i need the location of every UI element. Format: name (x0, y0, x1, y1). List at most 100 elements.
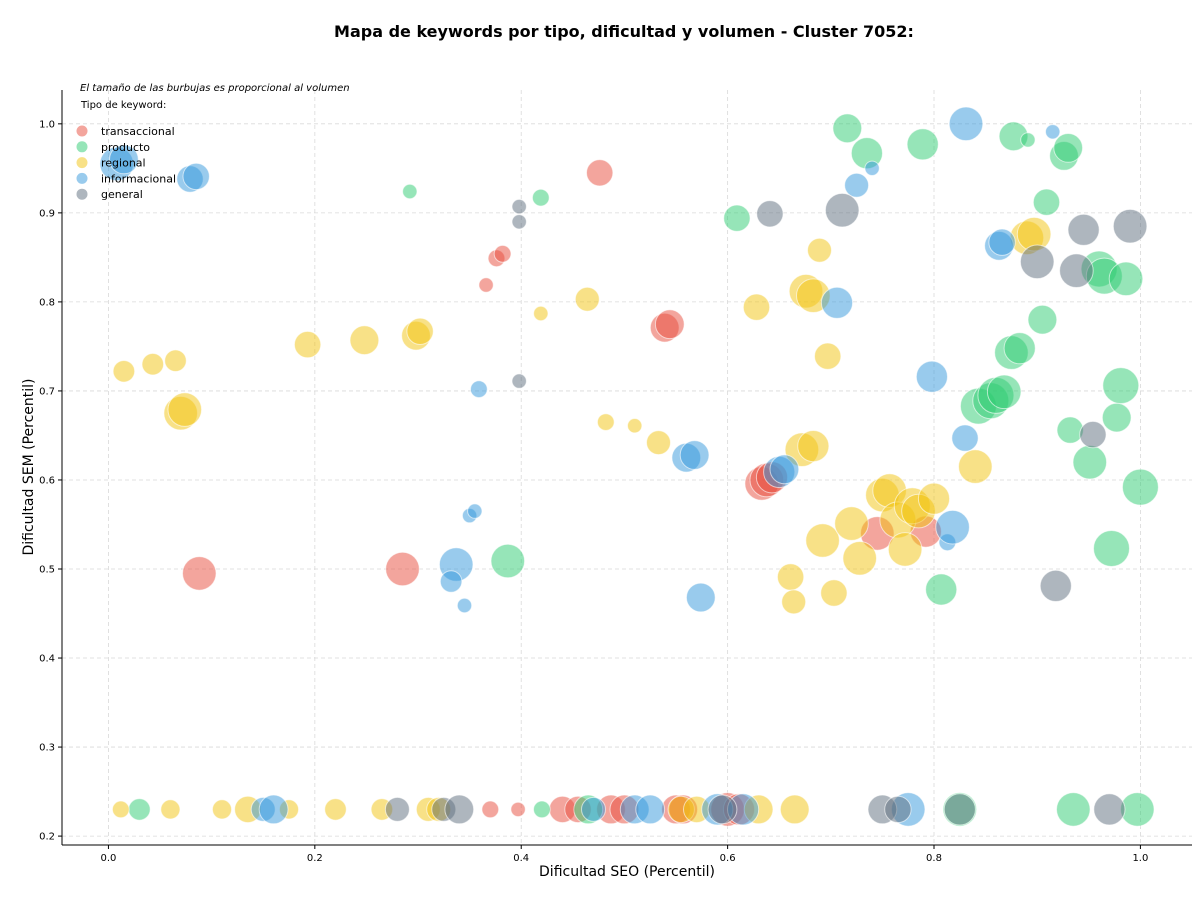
bubble-regional (293, 330, 322, 359)
bubble-informacional (935, 509, 970, 545)
bubble-general (1039, 569, 1072, 603)
bubble-regional (167, 392, 203, 427)
y-tick-label: 0.6 (39, 475, 55, 486)
legend-marker-transaccional (76, 125, 88, 137)
bubble-informacional (685, 582, 716, 613)
x-axis-label: Dificultad SEO (Percentil) (539, 864, 715, 880)
bubble-regional (646, 430, 671, 456)
bubble-regional (807, 237, 832, 263)
bubble-producto (1020, 132, 1036, 148)
bubble-regional (776, 563, 805, 591)
bubble-regional (596, 413, 615, 432)
bubble-regional (324, 798, 347, 821)
bubble-producto (1120, 792, 1155, 827)
legend-label-producto: producto (101, 141, 150, 154)
bubble-general (384, 796, 410, 822)
x-ticks: 0.0 0.2 0.4 0.6 0.8 1.0 (100, 845, 1148, 864)
bubble-regional (164, 349, 187, 373)
legend: transaccional producto regional informacion… (76, 125, 176, 201)
bubble-regional (958, 449, 993, 484)
bubble-producto (531, 188, 550, 207)
bubble-producto (128, 798, 151, 821)
bubble-general (943, 793, 976, 826)
y-ticks: 0.2 0.3 0.4 0.5 0.6 0.7 0.8 0.9 1.0 (39, 119, 62, 843)
bubble-general (1019, 244, 1055, 280)
bubble-general (884, 795, 912, 824)
bubble-transaccional (654, 309, 685, 340)
bubble-producto (1032, 188, 1061, 216)
bubble-transaccional (478, 277, 494, 293)
y-tick-label: 0.4 (39, 654, 55, 665)
bubble-regional (574, 286, 600, 312)
bubble-size-note: El tamaño de las burbujas es proporciona… (80, 83, 350, 94)
bubble-informacional (439, 570, 463, 593)
bubble-producto (986, 374, 1022, 410)
bubble-general (511, 373, 527, 389)
bubble-producto (1056, 416, 1084, 444)
x-tick-label: 0.0 (100, 853, 116, 864)
chart-title: Mapa de keywords por tipo, dificultad y … (334, 22, 914, 41)
bubble-producto (925, 573, 958, 606)
bubble-transaccional (182, 556, 217, 591)
legend-label-transaccional: transaccional (101, 125, 175, 138)
bubble-general (511, 198, 527, 215)
bubble-producto (1072, 444, 1108, 480)
bubble-informacional (1045, 124, 1061, 140)
bubble-regional (406, 317, 434, 345)
x-tick-label: 0.2 (307, 853, 323, 864)
bubble-regional (805, 523, 840, 558)
bubble-producto (1101, 402, 1132, 433)
bubble-informacional (915, 360, 949, 393)
bubble-informacional (456, 597, 473, 614)
bubble-producto (1121, 468, 1159, 506)
x-tick-label: 0.4 (513, 853, 529, 864)
bubble-regional (814, 342, 842, 370)
y-tick-label: 0.3 (39, 743, 55, 754)
y-tick-label: 0.5 (39, 564, 55, 575)
y-tick-label: 0.2 (39, 832, 55, 843)
bubble-regional (834, 506, 869, 541)
y-tick-label: 0.7 (39, 386, 55, 397)
legend-label-general: general (101, 188, 143, 201)
legend-marker-regional (76, 157, 88, 169)
bubble-transaccional (586, 159, 614, 187)
bubble-producto (1093, 530, 1130, 567)
bubble-informacional (258, 794, 289, 825)
legend-marker-general (76, 188, 88, 200)
legend-label-regional: regional (101, 157, 146, 170)
bubble-transaccional (510, 801, 526, 818)
bubble-regional (349, 325, 380, 356)
bubble-producto (490, 543, 526, 579)
bubble-producto (1102, 367, 1140, 405)
bubble-regional (160, 799, 181, 820)
bubble-regional (742, 293, 771, 321)
bubble-informacional (948, 106, 984, 142)
x-tick-label: 0.8 (926, 853, 942, 864)
bubble-informacional (864, 160, 880, 177)
bubble-transaccional (385, 551, 420, 587)
legend-label-informacional: informacional (101, 172, 176, 185)
bubble-regional (111, 800, 130, 819)
bubble-regional (211, 799, 233, 820)
bubble-informacional (109, 144, 139, 175)
bubble-general (1079, 420, 1107, 449)
bubble-general (444, 794, 475, 825)
bubble-producto (1003, 332, 1036, 365)
legend-marker-informacional (76, 172, 88, 184)
bubble-general (511, 214, 527, 230)
bubble-general (1059, 253, 1094, 289)
bubble-regional (533, 305, 549, 322)
bubble-producto (832, 113, 863, 144)
bubble-regional (112, 360, 136, 383)
bubble-general (824, 192, 860, 228)
bubble-regional (141, 352, 165, 376)
bubble-informacional (769, 454, 800, 485)
bubble-general (707, 794, 738, 825)
bubble-producto (1056, 792, 1091, 827)
legend-title: Tipo de keyword: (80, 100, 166, 111)
bubble-general (1093, 793, 1126, 826)
bubble-regional (820, 579, 848, 607)
y-tick-label: 1.0 (39, 119, 55, 130)
bubble-regional (887, 532, 923, 567)
